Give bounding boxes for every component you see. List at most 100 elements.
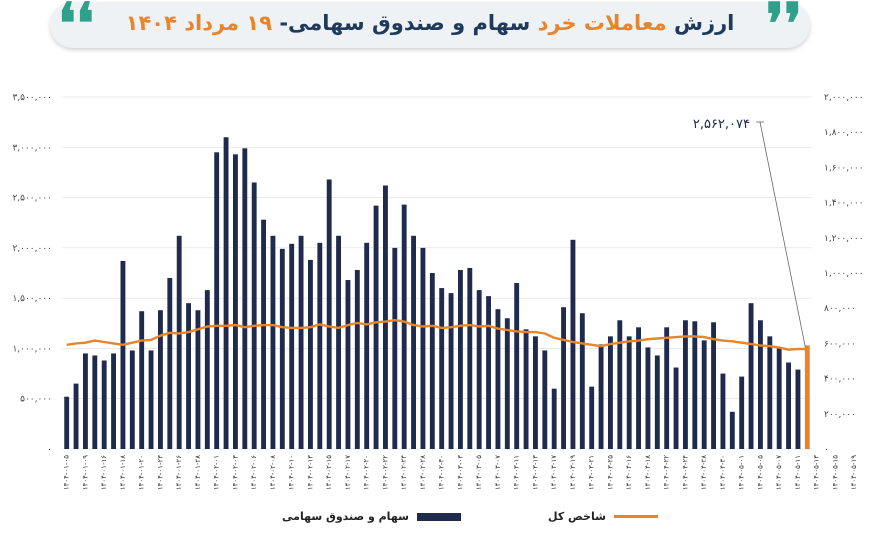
bar (270, 235, 276, 449)
bar (636, 327, 641, 449)
bar (701, 340, 707, 449)
bar (251, 182, 257, 449)
bar (579, 313, 585, 449)
x-axis-tick: ۱۴۰۴-۰۱-۱۶ (100, 455, 108, 490)
x-axis-tick: ۱۴۰۴-۰۲-۱۰ (288, 455, 296, 490)
x-axis-tick: ۱۴۰۴-۰۲-۲۸ (419, 455, 427, 490)
bar (795, 369, 801, 449)
x-axis-tick: ۱۴۰۴-۰۵-۰۵ (756, 455, 764, 490)
legend-bars: سهام و صندوق سهامی (282, 510, 461, 523)
bar (195, 310, 201, 449)
bar (514, 283, 520, 449)
title-year: ۱۴۰۴ (125, 11, 177, 35)
bar (683, 320, 688, 449)
x-axis-tick: ۱۴۰۴-۰۱-۲۸ (194, 455, 202, 490)
bar (111, 353, 116, 449)
bar (167, 278, 173, 449)
bar (129, 350, 135, 449)
x-axis-tick: ۱۴۰۴-۰۲-۲۴ (400, 455, 408, 490)
bar (711, 322, 716, 449)
bar (101, 360, 107, 449)
bar (411, 235, 416, 449)
right-axis-tick: ۱,۴۰۰,۰۰۰ (824, 199, 864, 209)
bar (767, 336, 773, 449)
bar (561, 307, 566, 449)
bar (373, 205, 379, 449)
bar (83, 353, 88, 449)
bar (504, 318, 510, 449)
bar (692, 321, 698, 449)
bar (429, 273, 435, 449)
bar (233, 154, 238, 449)
bar (214, 152, 220, 450)
bar (673, 367, 679, 449)
bar (786, 362, 791, 449)
x-axis-tick: ۱۴۰۴-۰۲-۱۳ (306, 455, 314, 490)
x-axis-tick: ۱۴۰۴-۰۳-۲۱ (588, 455, 596, 490)
bar (617, 320, 623, 449)
x-axis-tick: ۱۴۰۴-۰۲-۰۱ (213, 455, 221, 490)
x-axis-tick: ۱۴۰۴-۰۲-۲۲ (381, 455, 389, 490)
x-axis-tick: ۱۴۰۴-۰۴-۲۴ (681, 455, 689, 490)
bar (551, 388, 557, 449)
x-axis-tick: ۱۴۰۴-۰۲-۱۵ (325, 455, 333, 490)
bar (486, 296, 491, 449)
left-axis-tick: ۲,۰۰۰,۰۰۰ (12, 244, 52, 254)
title-date: ۱۹ مرداد (184, 11, 273, 35)
bar (289, 243, 295, 449)
left-axis-tick: ۰ (47, 445, 52, 455)
bar (186, 303, 191, 449)
bar (401, 204, 407, 449)
x-axis-tick: ۱۴۰۴-۰۲-۰۶ (250, 455, 258, 490)
bar-last (804, 345, 810, 449)
bar (748, 303, 754, 449)
right-axis-tick: ۰ (824, 445, 829, 455)
x-axis-tick: ۱۴۰۴-۰۴-۱۶ (625, 455, 633, 490)
bar (776, 348, 782, 449)
index-line (66, 319, 808, 351)
bar (758, 320, 763, 449)
bar (176, 235, 182, 449)
bar (664, 327, 670, 449)
bar (204, 290, 210, 449)
bar (476, 290, 482, 449)
bar (533, 336, 538, 449)
bar (458, 269, 463, 449)
legend-line-swatch (613, 515, 658, 518)
title-banner: ❛❛ ارزش معاملات خرد سهام و صندوق سهامی- … (50, 0, 810, 52)
bar (120, 260, 126, 449)
x-axis-tick: ۱۴۰۴-۰۴-۳۰ (719, 455, 727, 490)
bar (654, 355, 660, 449)
bar (364, 242, 370, 449)
left-axis-tick: ۲,۵۰۰,۰۰۰ (12, 194, 52, 204)
bar (420, 247, 426, 449)
right-axis-tick: ۱,۰۰۰,۰۰۰ (824, 269, 864, 279)
x-axis-tick: ۱۴۰۴-۰۵-۱۵ (831, 455, 839, 490)
x-axis-tick: ۱۴۰۴-۰۳-۱۹ (569, 455, 577, 490)
bar (148, 350, 154, 449)
legend-bars-label: سهام و صندوق سهامی (282, 510, 409, 523)
bar (626, 336, 632, 449)
x-axis-tick: ۱۴۰۴-۰۲-۰۳ (231, 455, 239, 490)
bar (392, 247, 398, 449)
bar (720, 373, 726, 449)
x-axis-tick: ۱۴۰۴-۰۱-۰۹ (81, 455, 89, 490)
left-axis-tick: ۱,۰۰۰,۰۰۰ (12, 344, 52, 354)
x-axis-tick: ۱۴۰۴-۰۵-۱۹ (850, 455, 858, 490)
left-axis-tick: ۵۰۰,۰۰۰ (20, 395, 52, 405)
x-axis-tick: ۱۴۰۴-۰۳-۱۳ (531, 455, 539, 490)
right-axis-tick: ۴۰۰,۰۰۰ (824, 375, 856, 385)
x-axis-tick: ۱۴۰۴-۰۴-۲۸ (700, 455, 708, 490)
bar (336, 235, 341, 449)
x-axis-tick: ۱۴۰۴-۰۱-۰۵ (63, 455, 71, 490)
bar (73, 383, 79, 449)
x-axis-tick: ۱۴۰۴-۰۴-۲۲ (663, 455, 671, 490)
x-axis-tick: ۱۴۰۴-۰۲-۲۰ (363, 455, 371, 490)
x-axis-tick: ۱۴۰۴-۰۱-۲۶ (175, 455, 183, 490)
right-axis-tick: ۶۰۰,۰۰۰ (824, 339, 856, 349)
legend-line-label: شاخص کل (548, 510, 606, 523)
bar (467, 267, 473, 449)
title-highlight: معاملات خرد (537, 11, 667, 35)
bar (345, 280, 351, 449)
